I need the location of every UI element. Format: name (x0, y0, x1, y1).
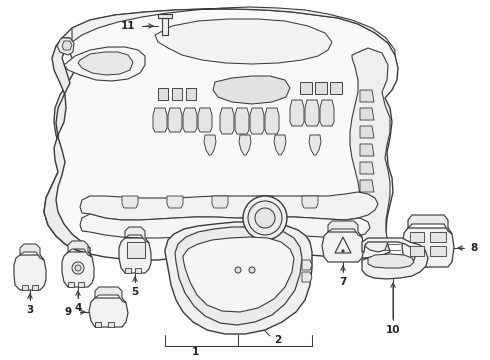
Polygon shape (330, 82, 342, 94)
Text: 4: 4 (74, 303, 82, 313)
Polygon shape (125, 227, 149, 243)
Polygon shape (302, 196, 318, 208)
Polygon shape (78, 282, 84, 287)
Polygon shape (108, 322, 114, 327)
Polygon shape (72, 7, 395, 55)
Polygon shape (32, 285, 38, 290)
Polygon shape (119, 238, 151, 273)
Polygon shape (183, 108, 197, 132)
Polygon shape (257, 196, 273, 208)
Polygon shape (64, 47, 145, 81)
Polygon shape (153, 108, 167, 132)
Polygon shape (62, 252, 94, 287)
Polygon shape (239, 135, 251, 155)
Text: 2: 2 (274, 335, 282, 345)
Polygon shape (360, 108, 374, 120)
Polygon shape (183, 237, 294, 312)
Text: 3: 3 (26, 305, 34, 315)
Polygon shape (408, 215, 452, 234)
Bar (410, 232, 424, 242)
Circle shape (243, 196, 287, 240)
Polygon shape (360, 162, 374, 174)
Polygon shape (80, 214, 370, 238)
Polygon shape (320, 100, 334, 126)
Polygon shape (213, 76, 290, 104)
Polygon shape (198, 108, 212, 132)
Polygon shape (155, 19, 332, 64)
Polygon shape (402, 228, 454, 267)
Polygon shape (20, 244, 44, 260)
Text: 8: 8 (470, 243, 478, 253)
Polygon shape (250, 108, 264, 134)
Circle shape (72, 262, 84, 274)
Text: 7: 7 (339, 277, 347, 287)
Polygon shape (300, 82, 312, 94)
Circle shape (235, 267, 241, 273)
Polygon shape (175, 227, 302, 325)
Text: 6: 6 (261, 255, 269, 265)
Polygon shape (290, 100, 304, 126)
Polygon shape (350, 48, 390, 252)
Polygon shape (122, 196, 138, 208)
Polygon shape (360, 180, 374, 192)
Polygon shape (309, 135, 321, 155)
Polygon shape (302, 260, 312, 270)
Polygon shape (265, 108, 279, 134)
Polygon shape (167, 196, 183, 208)
Polygon shape (162, 18, 168, 35)
Bar (410, 246, 424, 256)
Bar (430, 246, 446, 256)
Polygon shape (302, 272, 312, 282)
Polygon shape (44, 38, 90, 254)
Polygon shape (220, 108, 234, 134)
Polygon shape (78, 52, 133, 75)
Text: 1: 1 (192, 347, 198, 357)
Circle shape (249, 267, 255, 273)
Circle shape (75, 265, 81, 271)
Text: 9: 9 (65, 307, 72, 317)
Polygon shape (135, 268, 141, 273)
Bar (430, 232, 446, 242)
Polygon shape (305, 100, 319, 126)
Polygon shape (68, 241, 92, 257)
Polygon shape (212, 196, 228, 208)
Polygon shape (165, 222, 312, 334)
Polygon shape (22, 285, 28, 290)
Polygon shape (360, 144, 374, 156)
Polygon shape (274, 135, 286, 155)
Polygon shape (89, 298, 128, 327)
Polygon shape (158, 88, 168, 100)
Polygon shape (172, 88, 182, 100)
Polygon shape (14, 255, 46, 290)
Polygon shape (158, 14, 172, 18)
Circle shape (248, 201, 282, 235)
Polygon shape (68, 282, 74, 287)
Text: 5: 5 (131, 287, 139, 297)
Polygon shape (186, 88, 196, 100)
Polygon shape (204, 135, 216, 155)
Polygon shape (235, 108, 249, 134)
Polygon shape (360, 126, 374, 138)
Text: 10: 10 (386, 325, 400, 335)
Polygon shape (80, 192, 378, 220)
Polygon shape (168, 108, 182, 132)
Polygon shape (44, 9, 398, 260)
Polygon shape (368, 254, 414, 268)
Polygon shape (328, 221, 362, 237)
Polygon shape (95, 287, 126, 303)
Polygon shape (360, 90, 374, 102)
Text: 11: 11 (121, 21, 135, 31)
Circle shape (342, 250, 344, 252)
Polygon shape (125, 268, 131, 273)
Bar (127, 242, 145, 258)
Polygon shape (62, 41, 72, 50)
Polygon shape (95, 322, 101, 327)
Circle shape (255, 208, 275, 228)
Polygon shape (57, 38, 74, 55)
Polygon shape (322, 232, 364, 262)
Polygon shape (315, 82, 327, 94)
Polygon shape (362, 238, 428, 279)
